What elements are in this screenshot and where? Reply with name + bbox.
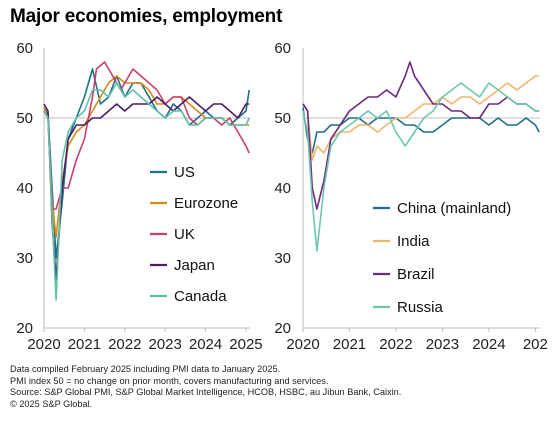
x-tick-label: 2023 (426, 336, 459, 353)
y-tick-label: 40 (16, 180, 33, 197)
legend-label: Canada (174, 288, 227, 305)
series-line-canada (43, 82, 250, 301)
legend-label: China (mainland) (397, 200, 511, 217)
y-tick-label: 50 (16, 110, 33, 127)
y-tick-label: 50 (274, 110, 291, 127)
series-line-japan (43, 96, 250, 280)
chart-panel-1: 20 30 40 50 60 2020 2021 2022 2023 2024 2025 US Euro… (16, 40, 262, 353)
y-tick-label: 60 (274, 40, 291, 57)
legend-label: US (174, 164, 195, 181)
x-tick-label: 2021 (68, 336, 101, 353)
chart-panel-2: 20 30 40 50 60 2020 2021 2022 2023 2024 202 China (… (274, 40, 548, 353)
footnote-line: PMI index 50 = no change on prior month,… (10, 375, 329, 386)
x-tick-label: 2023 (148, 336, 181, 353)
series-line-brazil (302, 61, 540, 210)
y-tick-label: 30 (274, 250, 291, 267)
y-tick-label: 30 (16, 250, 33, 267)
series-line-eurozone (43, 75, 250, 238)
footnote-line: Source: S&P Global PMI, S&P Global Marke… (10, 387, 402, 398)
series-line-uk (43, 61, 250, 210)
legend-label: UK (174, 226, 195, 243)
legend-label: India (397, 233, 430, 250)
series-line-russia (302, 82, 540, 252)
series-line-china-mainland (302, 107, 540, 154)
y-tick-label: 60 (16, 40, 33, 57)
legend-label: Eurozone (174, 195, 238, 212)
y-tick-label: 20 (274, 320, 291, 337)
x-tick-label: 202 (523, 336, 548, 353)
title-part1: Major economies, (10, 6, 168, 27)
y-tick-label: 40 (274, 180, 291, 197)
x-tick-label: 2024 (189, 336, 222, 353)
title-part2: employment (172, 6, 283, 27)
series-line-india (302, 75, 540, 161)
footnote-line: © 2025 S&P Global. (10, 398, 93, 409)
legend-label: Russia (397, 299, 444, 316)
x-tick-label: 2020 (286, 336, 319, 353)
y-tick-label: 20 (16, 320, 33, 337)
legend-label: Brazil (397, 266, 435, 283)
page-title: Major economies, employment (10, 6, 282, 28)
footnote-line: Data compiled February 2025 including PM… (10, 364, 281, 374)
x-tick-label: 2022 (379, 336, 412, 353)
legend-label: Japan (174, 257, 215, 274)
x-tick-label: 2021 (333, 336, 366, 353)
x-tick-label: 2025 (229, 336, 262, 353)
footnotes: Data compiled February 2025 including PM… (10, 364, 550, 410)
x-tick-label: 2020 (27, 336, 60, 353)
x-tick-label: 2022 (108, 336, 141, 353)
x-tick-label: 2024 (472, 336, 505, 353)
